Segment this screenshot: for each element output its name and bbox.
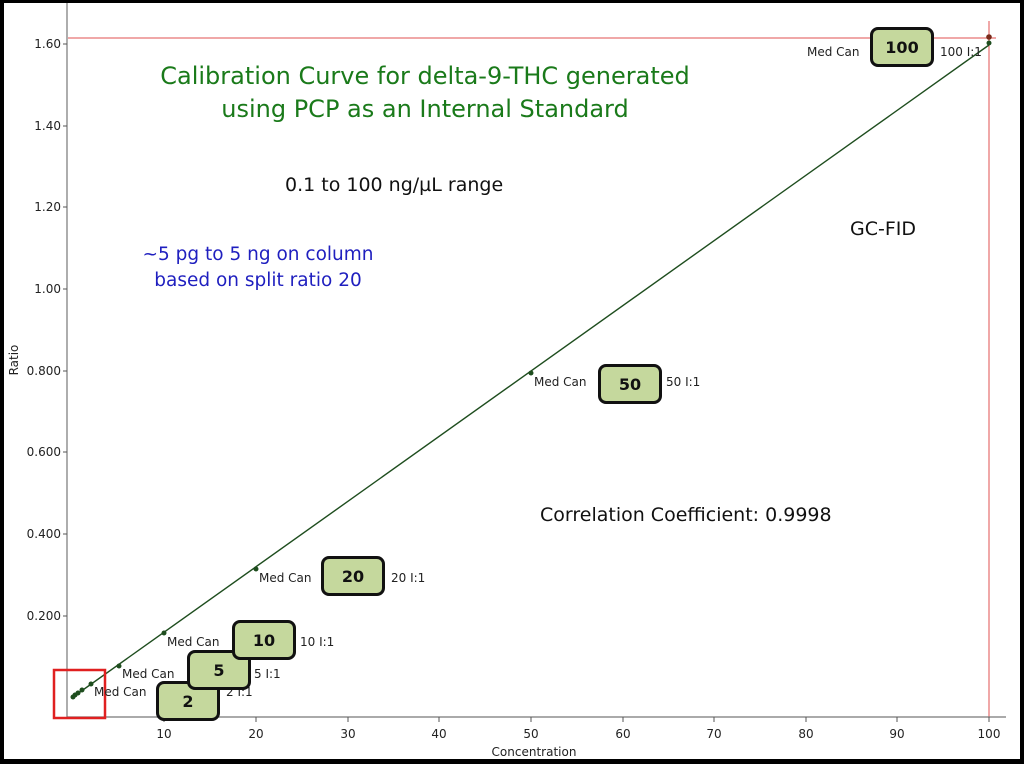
x-tick-label: 20 [248, 727, 263, 741]
x-tick-label: 100 [978, 727, 1001, 741]
level-label: 5 I:1 [254, 667, 281, 681]
data-point[interactable] [75, 690, 81, 696]
detector-label: GC-FID [850, 218, 917, 240]
callout-box-50: 50 [598, 364, 662, 404]
level-label: 10 I:1 [300, 635, 334, 649]
x-tick-label: 40 [431, 727, 446, 741]
low-range-highlight-box [52, 668, 107, 720]
x-tick-label: 10 [156, 727, 171, 741]
x-tick-label: 60 [615, 727, 630, 741]
on-column-line2: based on split ratio 20 [154, 270, 362, 291]
callout-box-20: 20 [321, 556, 385, 596]
series-label: Med Can [259, 571, 312, 585]
y-tick-label: 1.40 [34, 119, 61, 133]
data-points [70, 34, 992, 700]
data-point[interactable] [253, 566, 259, 572]
chart-title: Calibration Curve for delta-9-THC genera… [0, 60, 850, 126]
data-point[interactable] [161, 630, 167, 636]
y-tick-label: 0.400 [27, 527, 61, 541]
y-tick-label: 1.60 [34, 37, 61, 51]
y-ticks: 0.200 0.400 0.600 0.800 1.00 1.20 1.40 1… [27, 37, 67, 623]
x-ticks: 10 20 30 40 50 60 70 80 90 100 [156, 717, 1000, 741]
y-axis-title: Ratio [7, 345, 21, 376]
series-label: Med Can [807, 45, 860, 59]
data-point[interactable] [88, 681, 94, 687]
range-note: 0.1 to 100 ng/µL range [285, 174, 504, 196]
x-tick-label: 50 [523, 727, 538, 741]
on-column-line1: ~5 pg to 5 ng on column [142, 244, 374, 265]
level-label: 50 I:1 [666, 375, 700, 389]
y-tick-label: 0.800 [27, 364, 61, 378]
data-point[interactable] [986, 34, 992, 40]
data-point[interactable] [528, 370, 534, 376]
x-tick-label: 90 [889, 727, 904, 741]
x-tick-label: 70 [706, 727, 721, 741]
y-tick-label: 0.600 [27, 445, 61, 459]
data-point[interactable] [116, 663, 122, 669]
series-label: Med Can [534, 375, 587, 389]
level-label: 20 I:1 [391, 571, 425, 585]
on-column-note: ~5 pg to 5 ng on column based on split r… [100, 242, 416, 294]
callout-box-100: 100 [870, 27, 934, 67]
chart-frame [4, 3, 1020, 759]
y-tick-label: 1.20 [34, 200, 61, 214]
data-point[interactable] [986, 40, 992, 46]
chart-title-line2: using PCP as an Internal Standard [221, 95, 629, 123]
y-tick-label: 1.00 [34, 282, 61, 296]
x-tick-label: 80 [798, 727, 813, 741]
callout-box-10: 10 [232, 620, 296, 660]
series-label: Med Can [94, 685, 147, 699]
correlation-coefficient: Correlation Coefficient: 0.9998 [540, 504, 832, 526]
x-tick-label: 30 [340, 727, 355, 741]
series-label: Med Can [167, 635, 220, 649]
series-label: Med Can [122, 667, 175, 681]
data-point[interactable] [79, 687, 85, 693]
level-label: 100 I:1 [940, 45, 982, 59]
x-axis-title: Concentration [492, 745, 577, 759]
y-tick-label: 0.200 [27, 609, 61, 623]
chart-title-line1: Calibration Curve for delta-9-THC genera… [160, 62, 690, 90]
